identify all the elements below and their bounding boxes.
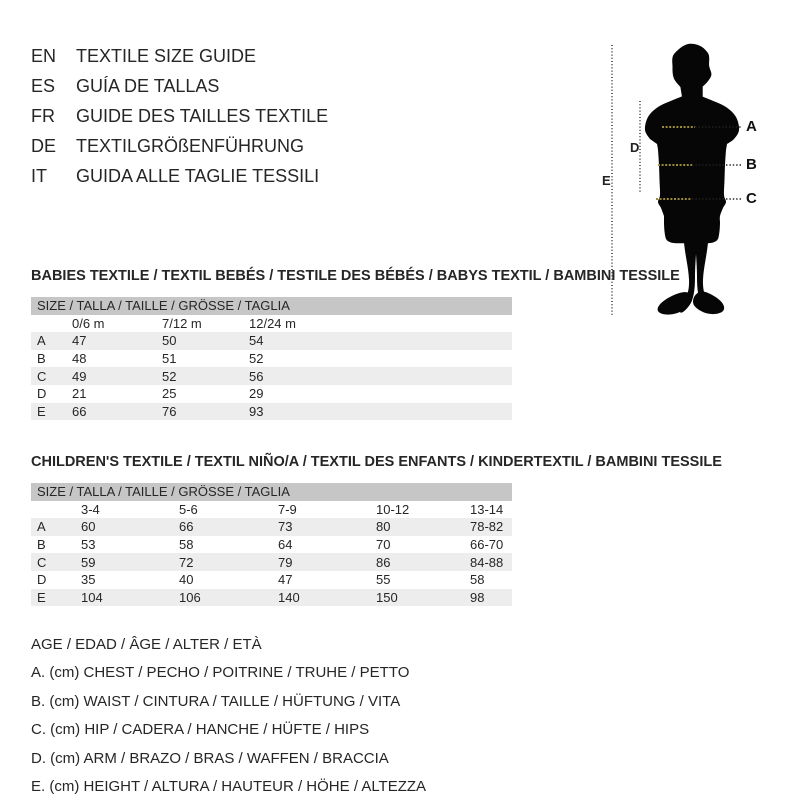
svg-text:C: C — [746, 190, 757, 207]
svg-text:D: D — [630, 140, 639, 155]
svg-text:E: E — [602, 173, 611, 188]
svg-text:B: B — [746, 156, 757, 173]
svg-text:A: A — [746, 118, 757, 135]
